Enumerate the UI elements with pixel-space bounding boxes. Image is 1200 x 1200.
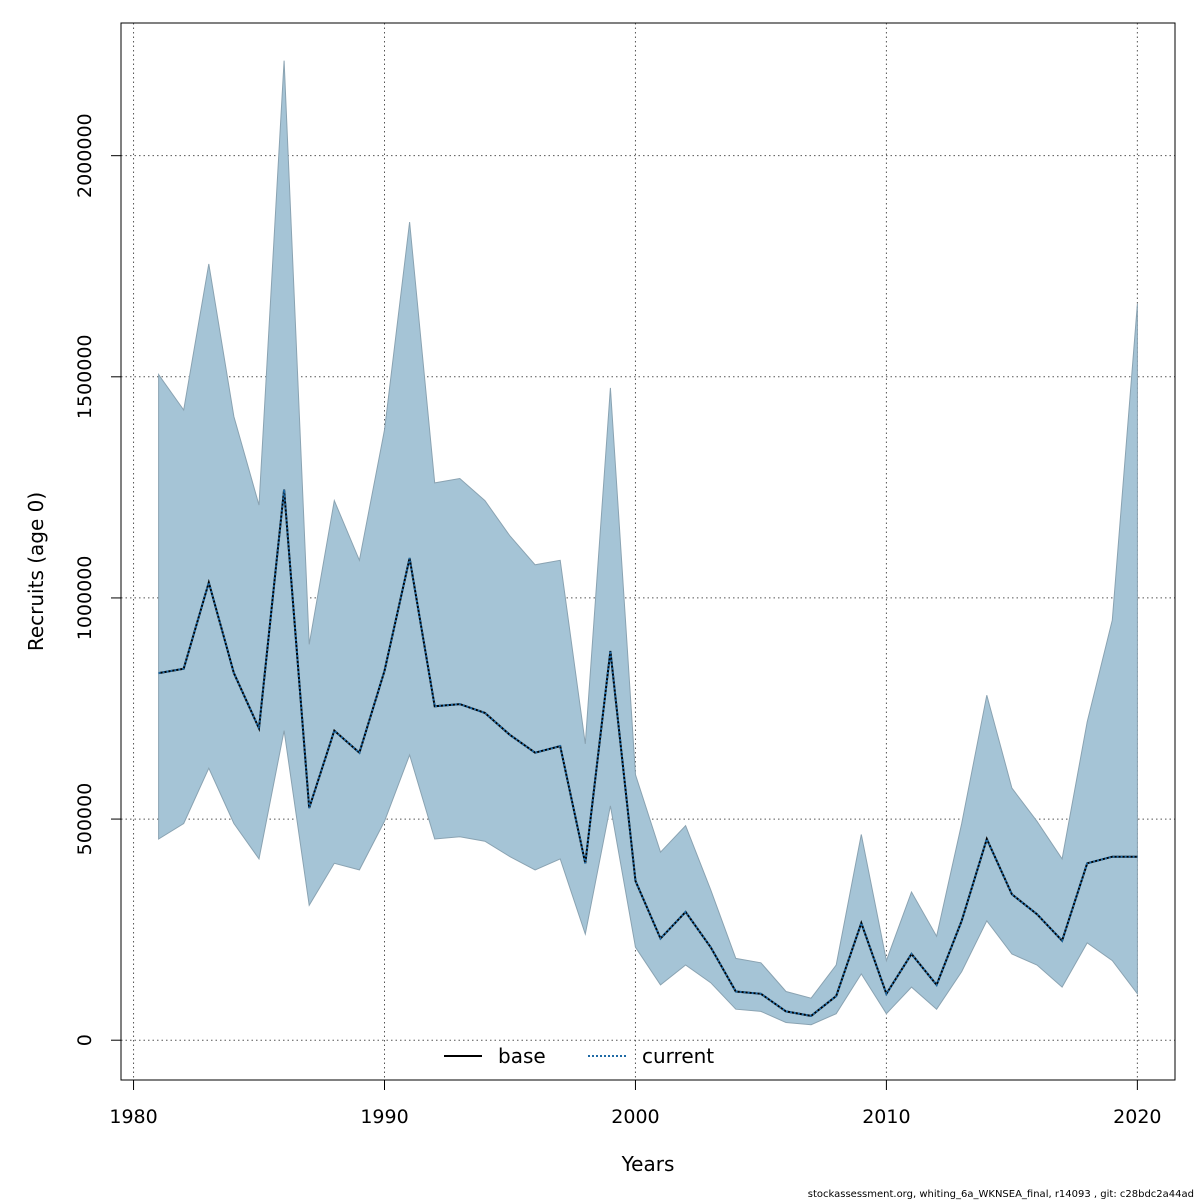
x-tick-label-2000: 2000 [611, 1106, 659, 1128]
x-tick-label-2010: 2010 [862, 1106, 910, 1128]
y-axis: 0 500000 1000000 1500000 2000000 [74, 113, 122, 1046]
x-axis-title: Years [621, 1152, 675, 1176]
series-lines [158, 489, 1138, 1017]
y-tick-label-2000000: 2000000 [74, 113, 96, 198]
confidence-band [158, 60, 1138, 1026]
legend: base current [444, 1044, 714, 1068]
series-line-current [158, 489, 1138, 1017]
y-tick-label-0: 0 [74, 1034, 96, 1046]
footer-text: stockassessment.org, whiting_6a_WKNSEA_f… [808, 1189, 1194, 1200]
y-tick-label-1000000: 1000000 [74, 556, 96, 641]
y-tick-label-500000: 500000 [74, 783, 96, 856]
x-tick-label-2020: 2020 [1113, 1106, 1161, 1128]
legend-label-current: current [642, 1044, 714, 1068]
x-tick-label-1980: 1980 [109, 1106, 157, 1128]
x-tick-label-1990: 1990 [360, 1106, 408, 1128]
confidence-band-layer [158, 60, 1138, 1026]
x-axis: 1980 1990 2000 2010 2020 [109, 1079, 1162, 1128]
y-axis-title: Recruits (age 0) [24, 492, 48, 651]
legend-label-base: base [498, 1044, 546, 1068]
y-tick-label-1500000: 1500000 [74, 334, 96, 419]
